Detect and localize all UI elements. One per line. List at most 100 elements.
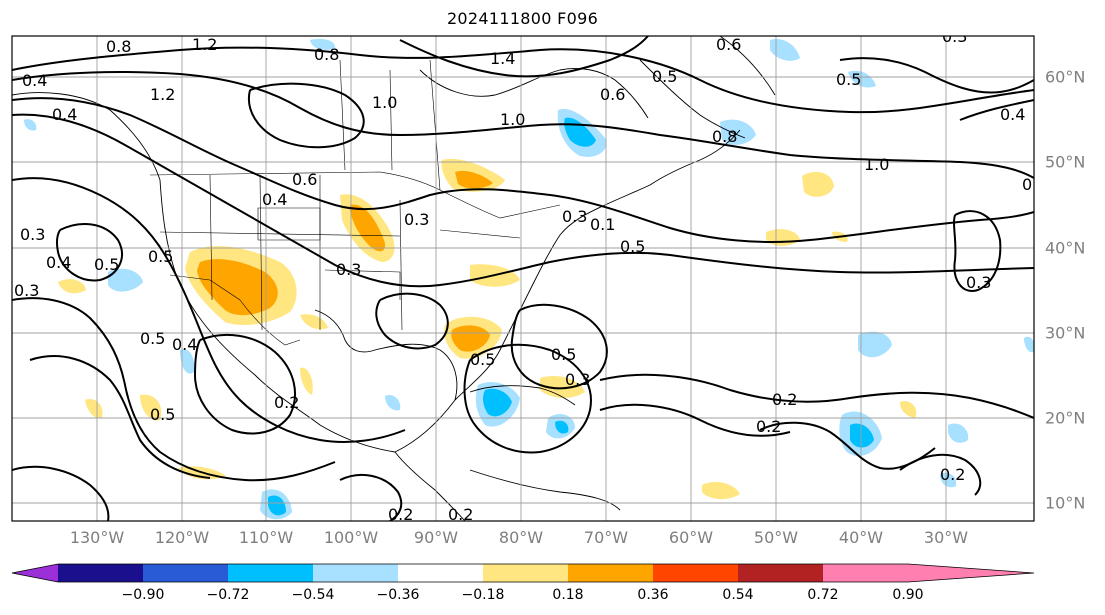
contour-label: 0.5 [652,67,677,86]
colorbar-segment [398,564,483,582]
colorbar-segment [228,564,313,582]
state-line-6 [324,269,401,300]
contour-label: 0.3 [562,207,587,226]
contour-label: 0.5 [836,70,861,89]
contour-layer [12,36,1034,521]
colorbar-arrow-right [908,564,1034,582]
state-line-2 [259,174,263,331]
contour-line [953,210,1002,292]
contour-label: 0.4 [22,71,47,90]
positive-anomaly-gulf-2 [300,314,328,330]
contour-line [12,71,1034,179]
contour-label: 0.3 [1034,109,1059,128]
negative-anomaly-atlantic-30n [858,331,892,358]
contour-line [399,36,649,78]
colorbar-arrow-left [12,564,58,582]
coastline-central-america [394,451,466,521]
colorbar-tick-label: 0.18 [552,587,584,603]
negative-anomaly-caribbean-2-core [555,420,569,434]
colorbar-segment [738,564,823,582]
colorbar-tick-label: −0.90 [121,587,165,603]
contour-line [959,99,1034,121]
colorbar-segment [483,564,568,582]
lat-tick-label: 50°N [1045,152,1086,172]
lon-tick-label: 70°W [583,528,629,547]
colorbar-tick-label: 0.90 [892,587,924,603]
contour-label: 0.3 [404,210,429,229]
contour-line [12,297,336,482]
contour-label: 0.2 [388,505,413,524]
colorbar-segment [823,564,908,582]
negative-anomaly-atlantic-60n [848,70,876,88]
contour-line [510,303,608,390]
map-frame [11,35,1035,522]
contour-label: 0.3 [336,260,361,279]
positive-anomaly-gulf [300,367,313,395]
contour-label: 1.0 [372,93,397,112]
lat-tick-label: 60°N [1045,67,1086,87]
state-line-7 [399,199,403,331]
colorbar-segment [313,564,398,582]
state-line-1 [209,174,213,301]
colorbar-tick-label: −0.18 [461,587,505,603]
positive-anomaly-atlantic-4 [900,401,917,418]
positive-anomaly-pacific-3 [58,279,86,294]
negative-anomaly-pacific-north [310,38,336,50]
contour-label: 0.6 [292,170,317,189]
positive-anomaly-southeast-core [451,325,490,352]
shaded-anomaly-layer [24,38,1034,520]
contour-label: 0.2 [756,417,781,436]
positive-anomaly-southwest-core [197,259,278,316]
contour-label: 0.5 [148,247,173,266]
positive-anomaly-pacific-1 [85,399,103,419]
contour-label-layer: 0.8 1.2 0.8 1.4 0.6 0.5 1.2 1.0 0.5 0.4 … [14,27,1059,524]
negative-anomaly-greenland [770,38,800,61]
lat-tick-label: 40°N [1045,238,1086,258]
contour-line [12,113,1034,288]
map-background [12,36,1034,521]
contour-label: 0.2 [940,465,965,484]
colorbar-tick-label: −0.72 [206,587,250,603]
contour-label: 0.5 [620,237,645,256]
contour-label: 0.2 [772,390,797,409]
state-line-4 [257,207,321,241]
graticule [12,36,1034,521]
negative-anomaly-atlantic-east [948,423,969,443]
contour-line [193,333,296,435]
negative-anomaly-pacific-10n-core [268,495,286,516]
contour-line [599,373,1034,419]
contour-line [375,292,449,350]
colorbar-outline [11,563,1035,583]
coastline-south-america [469,469,621,511]
contour-label: 0.6 [716,35,741,54]
lon-tick-label: 50°W [753,528,799,547]
contour-line [12,465,110,521]
province-line-2 [389,69,393,171]
contour-line [55,223,123,282]
contour-line [839,57,1034,94]
negative-anomaly-atlantic-east-3 [940,472,957,488]
colorbar-tick-label: 0.72 [807,587,839,603]
coastline-gulf [314,309,458,453]
border-us-canada [149,171,561,219]
contour-label: 0.4 [262,190,287,209]
contour-line [599,403,791,437]
contour-line [247,82,365,149]
contour-label: 0.1 [590,215,615,234]
contour-label: 0.3 [942,27,967,46]
map-title: 2024111800 F096 [446,9,599,28]
positive-anomaly-pacific-2 [140,394,162,421]
lon-tick-label: 90°W [413,528,459,547]
contour-line [12,46,1034,114]
lon-tick-label: 130°W [69,528,125,547]
lat-tick-label: 20°N [1045,408,1086,428]
coastline-cuba [469,385,576,406]
contour-line [899,453,982,496]
colorbar-tick-label: 0.54 [722,587,754,603]
contour-label: 1.2 [192,35,217,54]
negative-anomaly-caribbean-3 [385,394,401,411]
contour-label: 0.3 [14,281,39,300]
coastline-east [454,129,741,401]
contour-label: 0.2 [448,505,473,524]
